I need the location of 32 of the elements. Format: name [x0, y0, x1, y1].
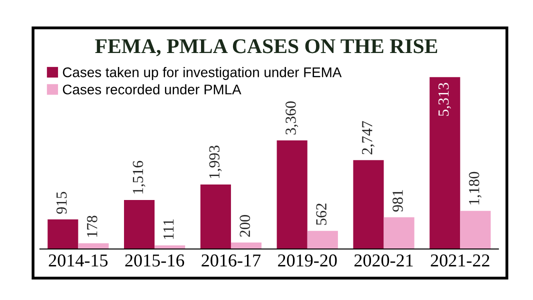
x-tick-label: 2020-21 [354, 254, 413, 267]
data-label: 178 [86, 216, 98, 237]
data-label: 981 [392, 190, 403, 212]
bar [78, 243, 109, 249]
bar [307, 230, 338, 249]
legend-label: Cases recorded under PMLA [62, 84, 242, 94]
bar [430, 77, 460, 249]
data-label: 1,516 [132, 160, 146, 194]
x-tick-label: 2014-15 [48, 254, 108, 267]
data-label: 200 [240, 215, 250, 237]
x-tick-label: 2021-22 [430, 254, 490, 267]
data-label: 1,180 [468, 172, 482, 204]
data-label: 1,993 [209, 146, 222, 178]
data-label: 111 [163, 219, 174, 239]
bar [124, 200, 155, 249]
bar [276, 140, 308, 249]
x-tick-label: 2019-20 [278, 254, 337, 267]
bar [48, 219, 78, 249]
bar [384, 217, 414, 249]
data-label: 3,360 [286, 101, 298, 134]
x-tick-label: 2015-16 [125, 254, 184, 267]
data-label: 915 [56, 192, 67, 214]
data-label: 562 [316, 204, 326, 225]
data-label: 5,313 [438, 82, 451, 116]
bar [230, 242, 262, 249]
bar [353, 160, 384, 249]
data-label: 2,747 [362, 121, 375, 154]
x-tick-label: 2016-17 [202, 254, 261, 267]
bar [200, 184, 231, 249]
legend-label: Cases taken up for investigation under FEMA [62, 67, 342, 80]
chart-title: FEMA, PMLA CASES ON THE RISE [95, 39, 438, 56]
bar [460, 210, 491, 249]
